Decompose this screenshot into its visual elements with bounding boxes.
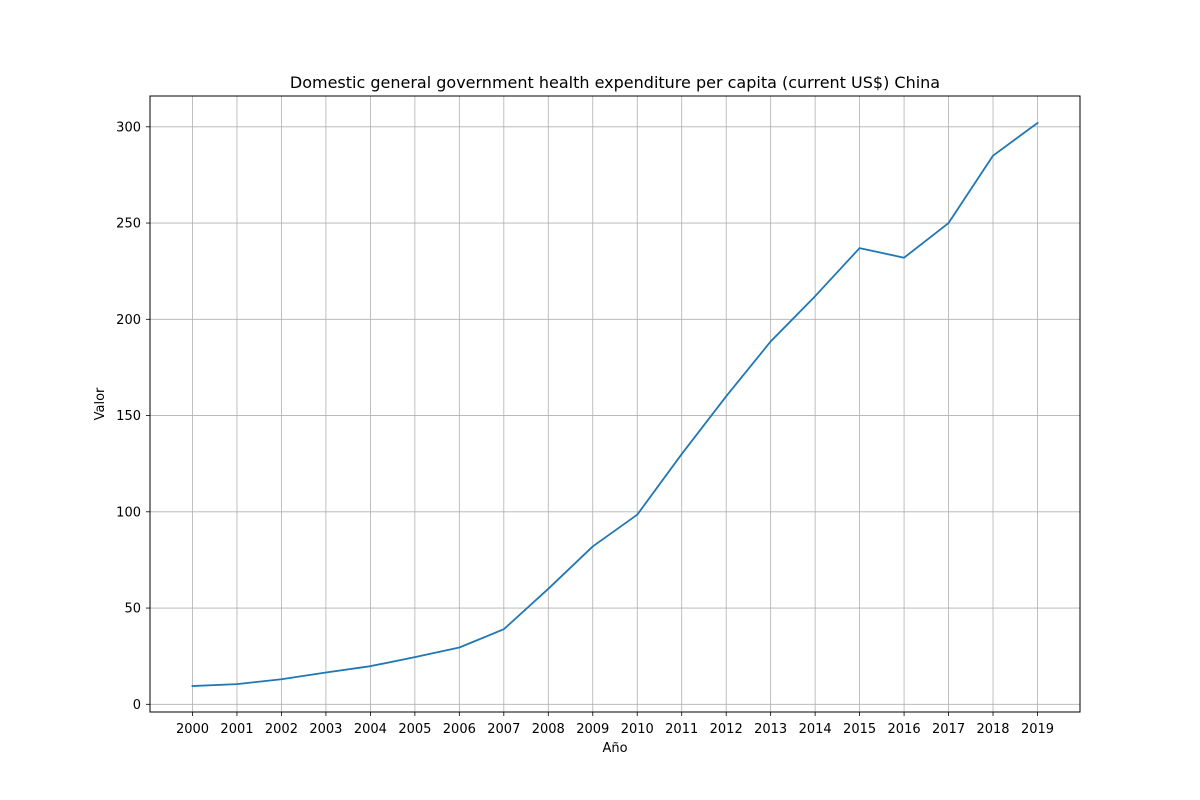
y-tick-label: 100 bbox=[116, 505, 141, 520]
series-line bbox=[191, 121, 1039, 687]
x-tick-label: 2019 bbox=[1021, 722, 1054, 737]
x-tick-label: 2012 bbox=[710, 722, 743, 737]
x-tick-label: 2000 bbox=[176, 722, 209, 737]
plot-area-frame bbox=[149, 95, 1081, 713]
series-layer bbox=[191, 121, 1039, 687]
chart-title: Domestic general government health expen… bbox=[290, 73, 940, 92]
y-axis-ticks: 0 50 100 150 200 250 300 bbox=[116, 120, 150, 713]
y-tick-label: 50 bbox=[124, 602, 141, 617]
x-tick-label: 2006 bbox=[443, 722, 476, 737]
x-tick-label: 2016 bbox=[888, 722, 921, 737]
x-tick-label: 2005 bbox=[398, 722, 431, 737]
x-tick-label: 2018 bbox=[976, 722, 1009, 737]
x-tick-label: 2017 bbox=[932, 722, 965, 737]
y-axis-label: Valor bbox=[93, 387, 108, 420]
x-tick-label: 2011 bbox=[665, 722, 698, 737]
x-tick-label: 2008 bbox=[532, 722, 565, 737]
x-tick-label: 2009 bbox=[576, 722, 609, 737]
x-axis-label: Año bbox=[602, 741, 627, 756]
y-tick-label: 300 bbox=[116, 120, 141, 135]
x-tick-label: 2013 bbox=[754, 722, 787, 737]
x-tick-label: 2014 bbox=[799, 722, 832, 737]
x-tick-label: 2001 bbox=[220, 722, 253, 737]
y-tick-label: 250 bbox=[116, 217, 141, 232]
x-tick-label: 2010 bbox=[621, 722, 654, 737]
plot-area-background bbox=[150, 96, 1080, 712]
y-tick-label: 0 bbox=[133, 698, 141, 713]
x-tick-label: 2004 bbox=[354, 722, 387, 737]
x-tick-label: 2015 bbox=[843, 722, 876, 737]
x-tick-label: 2007 bbox=[487, 722, 520, 737]
x-tick-label: 2002 bbox=[265, 722, 298, 737]
x-tick-label: 2003 bbox=[309, 722, 342, 737]
grid-lines bbox=[150, 96, 1080, 712]
y-tick-label: 150 bbox=[116, 409, 141, 424]
x-axis-ticks: 2000 2001 2002 2003 2004 2005 2006 2007 2008 2009… bbox=[176, 712, 1054, 737]
y-tick-label: 200 bbox=[116, 313, 141, 328]
